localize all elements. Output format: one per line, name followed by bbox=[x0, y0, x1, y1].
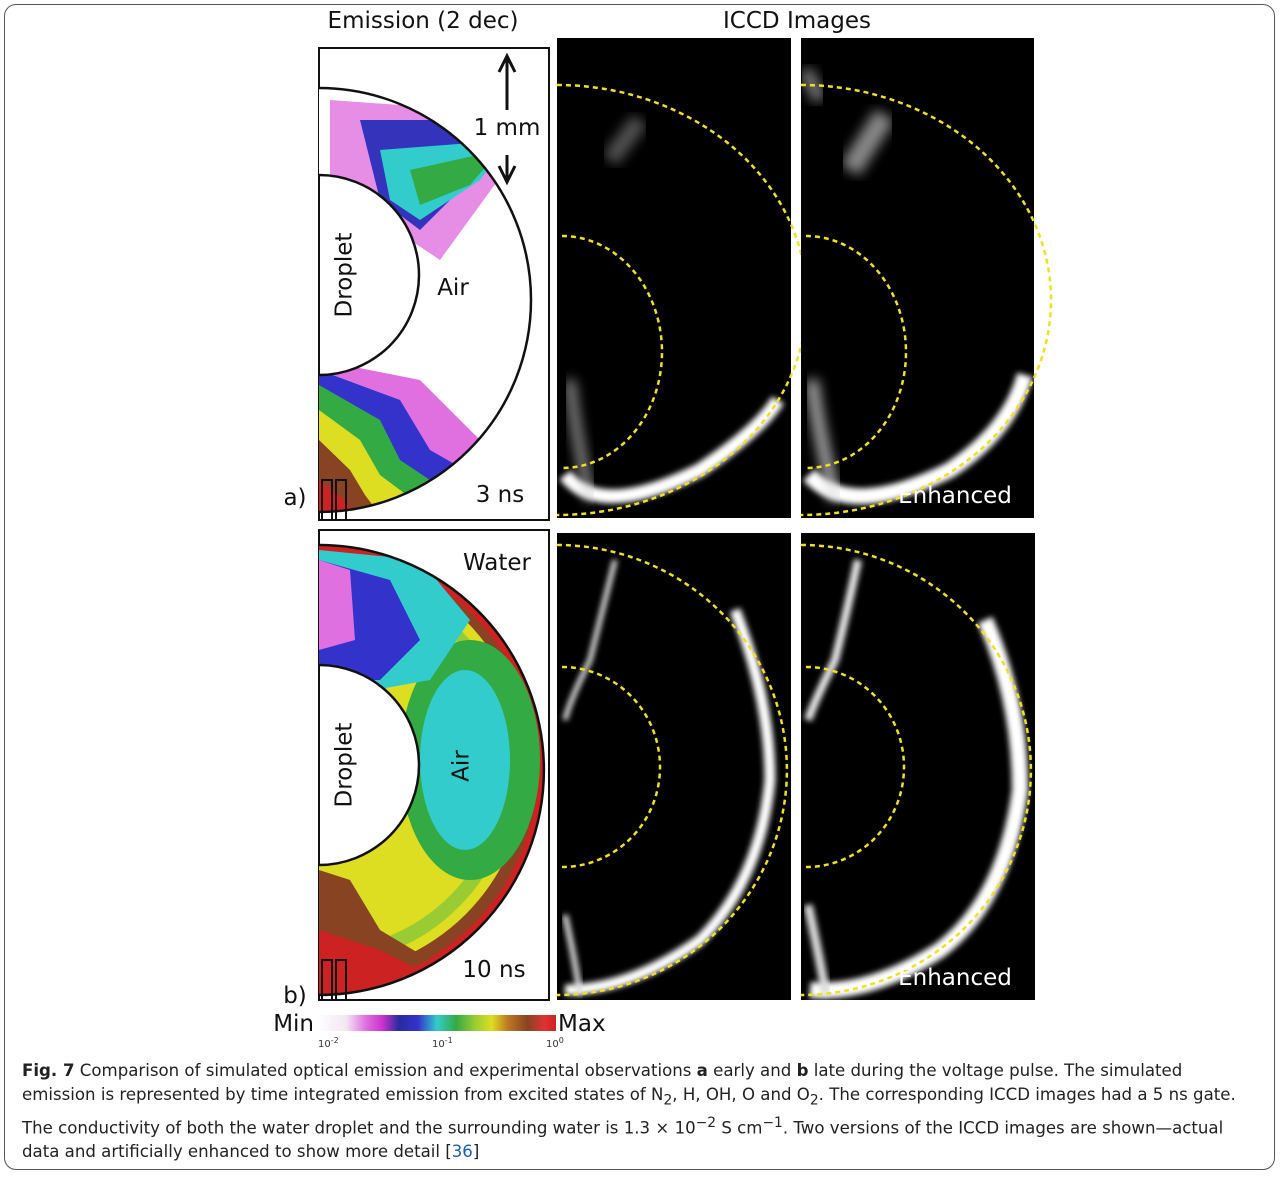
column-title: ICCD Images bbox=[723, 8, 871, 34]
colorbar-tick: 10-2 bbox=[318, 1036, 339, 1050]
caption-text: Comparison of simulated optical emission… bbox=[74, 1061, 697, 1080]
tick-exp: -1 bbox=[445, 1036, 453, 1045]
column-title: Emission (2 dec) bbox=[328, 8, 519, 34]
time-label: 3 ns bbox=[476, 482, 525, 508]
colorbar-ticks: 10-2 10-1 100 bbox=[318, 1036, 564, 1050]
caption-text: . The corresponding ICCD images had a 5 … bbox=[22, 1084, 1236, 1138]
caption-text: , H, OH, O and O bbox=[672, 1084, 810, 1104]
region-label: Air bbox=[437, 275, 469, 301]
caption-panel-ref: b bbox=[796, 1061, 809, 1080]
simulation-panel-a bbox=[318, 47, 550, 521]
colorbar bbox=[318, 1015, 556, 1031]
tick-base: 10 bbox=[432, 1039, 445, 1050]
caption-text: S cm bbox=[716, 1118, 763, 1138]
tick-exp: -2 bbox=[331, 1036, 339, 1045]
figure-caption: Fig. 7 Comparison of simulated optical e… bbox=[22, 1059, 1260, 1164]
caption-text: ] bbox=[472, 1142, 480, 1162]
enhanced-label: Enhanced bbox=[898, 965, 1012, 991]
caption-superscript: −2 bbox=[695, 1115, 717, 1132]
enhanced-label: Enhanced bbox=[898, 483, 1012, 509]
simulation-panel-b bbox=[318, 529, 550, 1001]
caption-subscript: 2 bbox=[663, 1091, 673, 1108]
caption-text: early and bbox=[707, 1061, 797, 1080]
iccd-image-b bbox=[556, 533, 791, 1000]
tick-base: 10 bbox=[318, 1039, 331, 1050]
figure: Emission (2 dec) ICCD Images 1 mm Drople… bbox=[273, 8, 1053, 1050]
caption-text: . Two versions of the ICCD images are sh… bbox=[22, 1118, 1224, 1162]
colorbar-tick: 100 bbox=[546, 1036, 564, 1050]
iccd-image-a-enhanced bbox=[798, 38, 1053, 518]
iccd-image-b-enhanced bbox=[800, 533, 1035, 1000]
colorbar-tick: 10-1 bbox=[432, 1036, 453, 1050]
colorbar-min: Min bbox=[273, 1011, 314, 1037]
citation-link[interactable]: 36 bbox=[451, 1142, 473, 1162]
region-label: Droplet bbox=[332, 723, 358, 808]
caption-text: late during the voltage pulse. The simul… bbox=[22, 1061, 1183, 1104]
panel-label: a) bbox=[283, 485, 306, 511]
caption-panel-ref: a bbox=[696, 1061, 708, 1080]
figure-frame bbox=[4, 4, 1275, 1170]
colorbar-max: Max bbox=[558, 1011, 606, 1037]
caption-superscript: −1 bbox=[762, 1115, 783, 1132]
panel-label: b) bbox=[283, 983, 307, 1009]
caption-label: Fig. 7 bbox=[22, 1061, 75, 1080]
time-label: 10 ns bbox=[462, 957, 525, 983]
region-label: Water bbox=[463, 550, 532, 576]
caption-subscript: 2 bbox=[809, 1091, 819, 1108]
region-label: Droplet bbox=[332, 233, 358, 318]
tick-base: 10 bbox=[546, 1039, 559, 1050]
iccd-image-a bbox=[556, 38, 809, 518]
scale-label: 1 mm bbox=[474, 115, 541, 141]
region-label: Air bbox=[449, 750, 475, 782]
tick-exp: 0 bbox=[559, 1036, 564, 1045]
